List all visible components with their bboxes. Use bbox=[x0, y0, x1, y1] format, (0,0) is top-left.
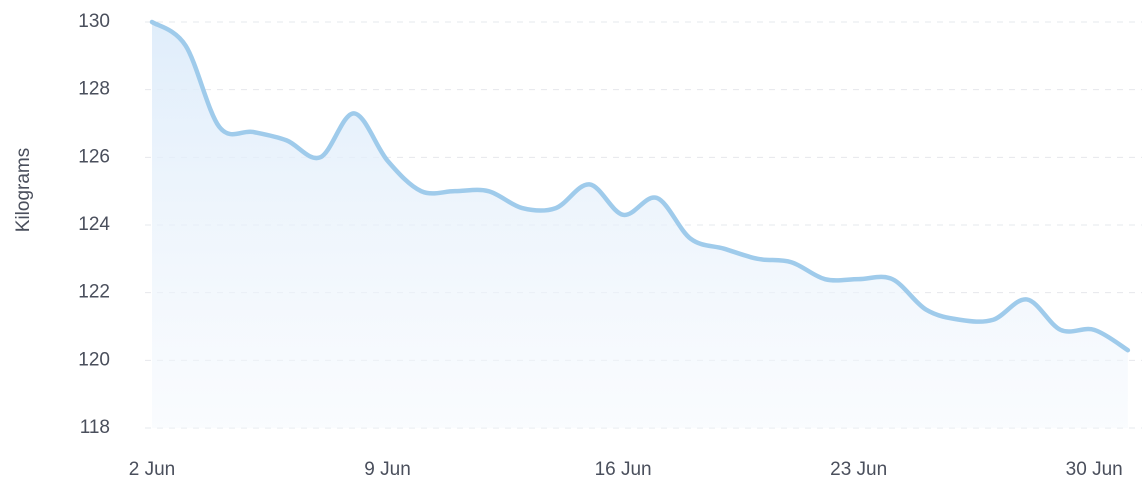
x-tick-label: 2 Jun bbox=[129, 459, 175, 480]
x-tick-label: 30 Jun bbox=[1066, 459, 1123, 480]
x-tick-label: 16 Jun bbox=[595, 459, 652, 480]
y-tick-label: 120 bbox=[78, 349, 110, 370]
y-tick-label: 118 bbox=[80, 417, 110, 438]
y-tick-label: 126 bbox=[78, 146, 110, 167]
y-tick-label: 122 bbox=[78, 282, 110, 303]
y-tick-label: 130 bbox=[78, 11, 110, 32]
y-tick-label: 128 bbox=[78, 79, 110, 100]
x-tick-label: 23 Jun bbox=[830, 459, 887, 480]
x-tick-label: 9 Jun bbox=[364, 459, 410, 480]
y-tick-label: 124 bbox=[78, 214, 110, 235]
y-axis-label: Kilograms bbox=[13, 148, 34, 232]
line bbox=[149, 19, 1131, 353]
area bbox=[152, 22, 1128, 428]
